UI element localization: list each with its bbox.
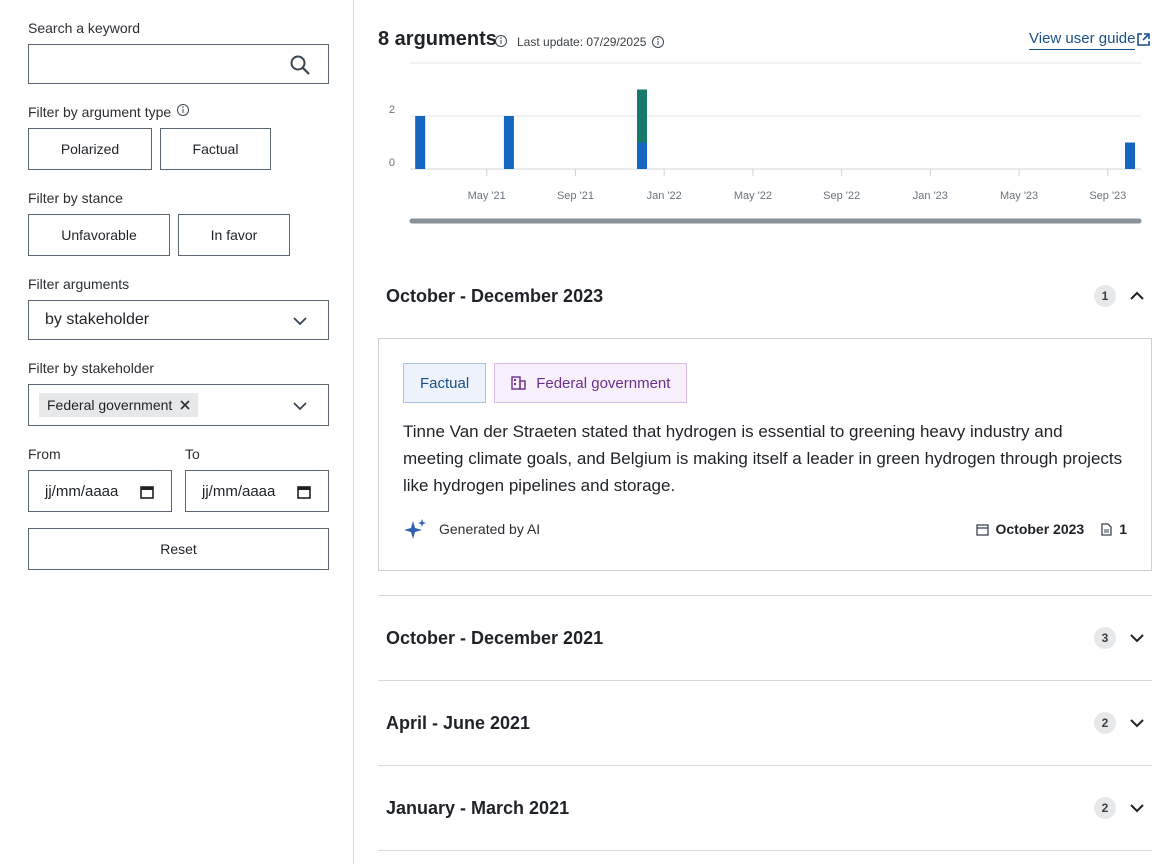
bar — [503, 116, 514, 169]
from-input[interactable]: jj/mm/aaaa — [28, 470, 172, 512]
last-update: Last update: 07/29/2025 — [517, 35, 647, 49]
sections: October - December 2023 1 Factual Federal g… — [378, 254, 1152, 851]
info-icon — [652, 36, 664, 48]
x-tick-label: Sep '22 — [823, 190, 860, 202]
user-guide-link[interactable]: View user guide — [1029, 30, 1136, 50]
to-label: To — [185, 446, 200, 462]
accordion-header[interactable]: October - December 2021 3 — [378, 596, 1152, 680]
section-title: October - December 2023 — [386, 285, 604, 306]
count-badge: 1 — [1094, 285, 1116, 307]
x-tick-label: May '21 — [468, 190, 506, 202]
bar — [415, 116, 426, 169]
info-icon — [495, 35, 507, 47]
chip-label: Federal government — [47, 397, 173, 413]
x-tick-label: May '23 — [1000, 190, 1038, 202]
accordion-section: October - December 2021 3 — [378, 596, 1152, 681]
chevron — [1130, 291, 1144, 300]
document-icon — [1101, 522, 1112, 536]
tag: Federal government — [494, 363, 688, 403]
filter-arguments-label: Filter arguments — [28, 276, 130, 292]
argument-date: October 2023 — [995, 521, 1085, 537]
tag: Factual — [403, 363, 487, 403]
stakeholder-select[interactable]: Federal government — [28, 384, 329, 426]
from-label: From — [28, 446, 61, 462]
chevron — [1130, 804, 1144, 813]
placeholder: jj/mm/aaaa — [45, 482, 119, 500]
x-tick-label: Jan '22 — [647, 190, 682, 202]
x-tick-label: May '22 — [734, 190, 772, 202]
meta: October 2023 1 — [976, 521, 1127, 537]
stance-button[interactable]: Unfavorable — [28, 214, 170, 256]
argument-count: 8 arguments — [378, 28, 497, 50]
argument-text: Tinne Van der Straeten stated that hydro… — [403, 422, 1123, 495]
section-title: January - March 2021 — [386, 797, 570, 818]
calendar-icon — [140, 486, 154, 499]
bar — [1125, 142, 1135, 169]
ai-note: Generated by AI — [403, 518, 540, 540]
header-controls: 2 — [1094, 712, 1144, 734]
section-title: April - June 2021 — [386, 712, 531, 733]
accordion-header[interactable]: April - June 2021 2 — [378, 681, 1152, 765]
x-tick-label: Jan '23 — [913, 190, 948, 202]
ai-label: Generated by AI — [439, 521, 541, 537]
filter-select[interactable]: by stakeholder — [28, 300, 329, 340]
argument-type-label: Filter by argument type — [28, 104, 172, 120]
section-title: October - December 2021 — [386, 627, 604, 648]
card-footer: Generated by AI October 2023 1 — [403, 518, 1127, 540]
sparkle-icon — [404, 519, 426, 539]
source-count: 1 — [1119, 521, 1127, 537]
info-icon — [177, 104, 189, 116]
select-value: by stakeholder — [45, 311, 150, 328]
calendar-icon — [976, 523, 990, 536]
building-icon — [511, 376, 526, 390]
chip: Federal government — [39, 393, 199, 417]
stance-label: Filter by stance — [28, 190, 123, 206]
x-tick-label: Sep '21 — [557, 190, 594, 202]
search-icon — [290, 55, 310, 75]
chevron — [1130, 634, 1144, 643]
stakeholder-label: Filter by stakeholder — [28, 360, 155, 376]
type-button[interactable]: Polarized — [28, 128, 152, 170]
search-input[interactable] — [28, 44, 329, 84]
chart: 0 2 May '21 Sep '21 Jan '22 May '22 Sep '22 Jan… — [389, 62, 1142, 224]
accordion-section: April - June 2021 2 — [378, 681, 1152, 766]
count-badge: 2 — [1094, 797, 1116, 819]
accordion-section: October - December 2023 1 Factual Federal g… — [378, 254, 1152, 596]
tags: Factual Federal government — [403, 363, 1127, 403]
accordion-header[interactable]: October - December 2023 1 — [378, 254, 1152, 338]
header-controls: 3 — [1094, 627, 1144, 649]
y-tick-label: 0 — [389, 157, 395, 169]
tag-label: Federal government — [536, 374, 671, 392]
chevron — [293, 317, 307, 326]
stance-button[interactable]: In favor — [178, 214, 290, 256]
bar — [637, 89, 647, 143]
y-tick-label: 2 — [389, 104, 395, 116]
to-input[interactable]: jj/mm/aaaa — [185, 470, 329, 512]
chevron — [293, 402, 307, 411]
count-badge: 2 — [1094, 712, 1116, 734]
argument-card: Factual Federal government Tinne Van der S… — [378, 338, 1152, 571]
sidebar: Search a keyword Filter by argument type… — [0, 0, 354, 864]
bar — [637, 142, 647, 169]
chip-remove[interactable] — [180, 400, 190, 410]
type-button[interactable]: Factual — [160, 128, 271, 170]
placeholder: jj/mm/aaaa — [202, 482, 276, 500]
reset-button[interactable]: Reset — [28, 528, 329, 570]
chevron — [1130, 719, 1144, 728]
x-tick-label: Sep '23 — [1089, 190, 1126, 202]
accordion-header[interactable]: January - March 2021 2 — [378, 766, 1152, 850]
calendar-icon — [297, 486, 311, 499]
header-controls: 1 — [1094, 285, 1144, 307]
external-link-icon — [1137, 33, 1150, 46]
accordion-section: January - March 2021 2 — [378, 766, 1152, 851]
count-badge: 3 — [1094, 627, 1116, 649]
search-label: Search a keyword — [28, 20, 141, 36]
header-controls: 2 — [1094, 797, 1144, 819]
